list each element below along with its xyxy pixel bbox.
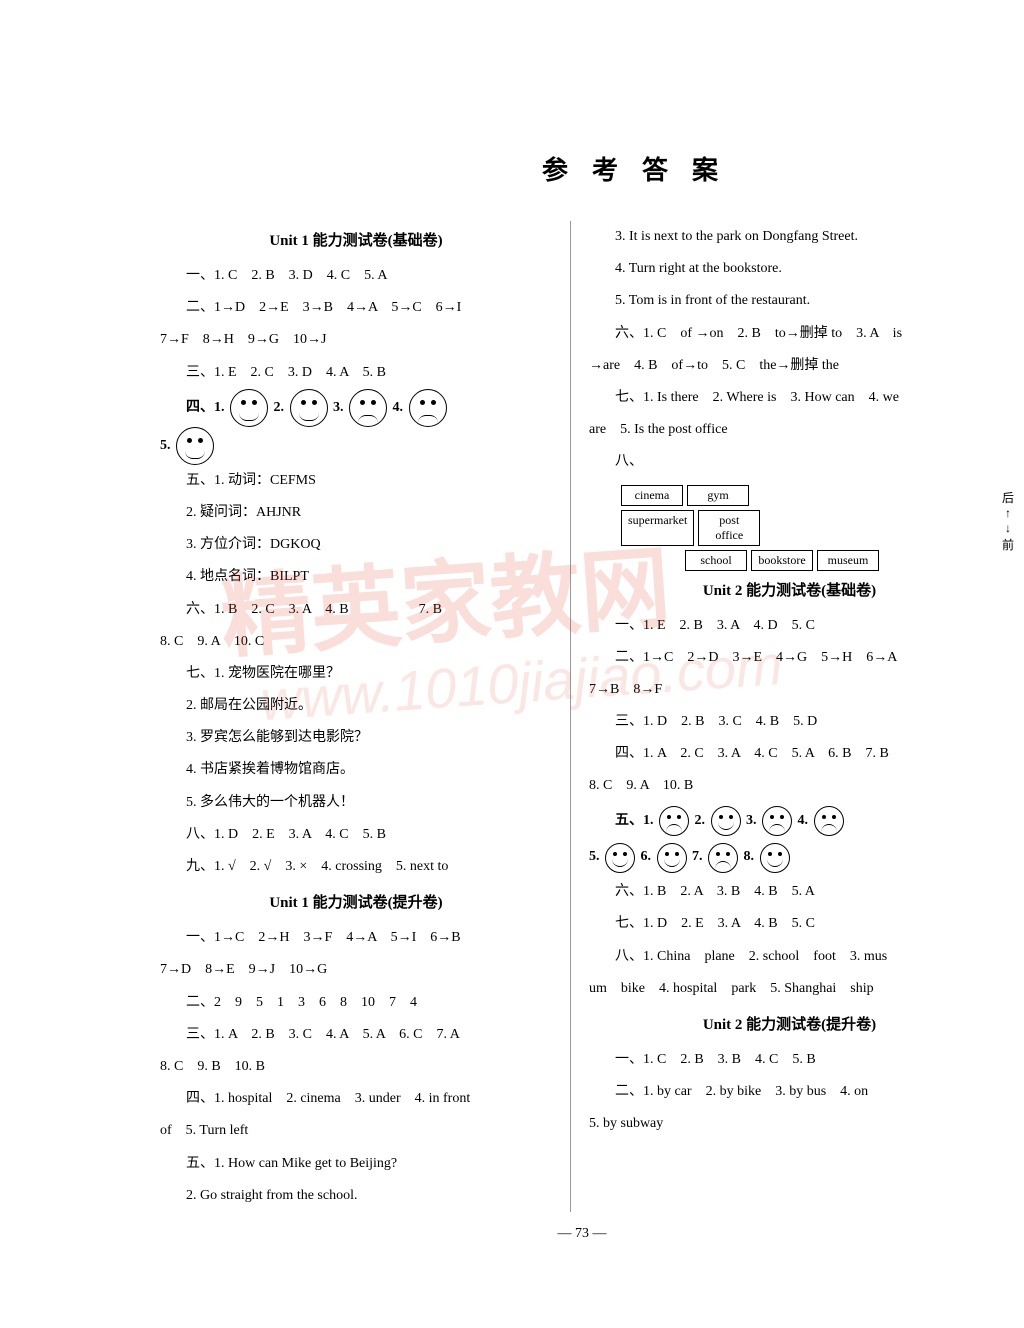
section-title: Unit 2 能力测试卷(基础卷) xyxy=(589,579,990,600)
answer-line: 七、1. D 2. E 3. A 4. B 5. C xyxy=(589,908,990,940)
answer-line: 六、1. B 2. A 3. B 4. B 5. A xyxy=(589,876,990,908)
map-cell: bookstore xyxy=(751,550,813,571)
map-cell: cinema xyxy=(621,485,683,506)
answer-line: are 5. Is the post office xyxy=(589,414,990,446)
answer-line: 二、1→C 2→D 3→E 4→G 5→H 6→A xyxy=(589,642,990,674)
answer-line: 4. 书店紧挨着博物馆商店。 xyxy=(160,754,552,786)
answer-line: 三、1. A 2. B 3. C 4. A 5. A 6. C 7. A xyxy=(160,1019,552,1051)
answer-line: 二、2 9 5 1 3 6 8 10 7 4 xyxy=(160,987,552,1019)
sad-icon xyxy=(762,806,792,836)
item-label: 4. xyxy=(393,400,404,415)
answer-line: 一、1. C 2. B 3. B 4. C 5. B xyxy=(589,1044,990,1076)
answer-line: 五、1. 动词：CEFMS xyxy=(160,465,552,497)
item-label: 2. xyxy=(274,400,285,415)
answer-line: 二、1. by car 2. by bike 3. by bus 4. on xyxy=(589,1076,990,1108)
answer-line: 一、1. C 2. B 3. D 4. C 5. A xyxy=(160,260,552,292)
label-back: 后 xyxy=(1002,491,1014,505)
map-cell: post office xyxy=(698,510,760,546)
answer-line: 2. Go straight from the school. xyxy=(160,1180,552,1212)
map-cell: school xyxy=(685,550,747,571)
map-cell: gym xyxy=(687,485,749,506)
answer-line: 八、1. D 2. E 3. A 4. C 5. B xyxy=(160,819,552,851)
face-row: 五、1. 2. 3. 4. xyxy=(589,803,990,840)
answer-line: 五、1. How can Mike get to Beijing? xyxy=(160,1148,552,1180)
answer-line: 5. 多么伟大的一个机器人！ xyxy=(160,787,552,819)
answer-line: um bike 4. hospital park 5. Shanghai shi… xyxy=(589,973,990,1005)
answer-line: 一、1→C 2→H 3→F 4→A 5→I 6→B xyxy=(160,922,552,954)
answer-line: 3. 罗宾怎么能够到达电影院？ xyxy=(160,722,552,754)
item-label: 5. xyxy=(160,438,171,453)
map-cell: museum xyxy=(817,550,879,571)
smile-icon xyxy=(230,389,268,427)
answer-line: 八、1. China plane 2. school foot 3. mus xyxy=(589,941,990,973)
answer-line: 八、 xyxy=(589,446,990,478)
smile-icon xyxy=(290,389,328,427)
answer-line: 5. by subway xyxy=(589,1108,990,1140)
page-title: 参考答案 xyxy=(280,150,1004,187)
sad-icon xyxy=(659,806,689,836)
item-label: 8. xyxy=(744,849,755,864)
answer-line: 8. C 9. A 10. C xyxy=(160,626,552,658)
page-number: — 73 — xyxy=(160,1226,1004,1242)
answer-line: 7→F 8→H 9→G 10→J xyxy=(160,324,552,356)
label-front: 前 xyxy=(1002,538,1014,552)
page-container: 精英家教网 www.1010jiajiao.com 参考答案 Unit 1 能力… xyxy=(0,0,1024,1262)
section-title: Unit 1 能力测试卷(基础卷) xyxy=(160,229,552,250)
answer-line: of 5. Turn left xyxy=(160,1115,552,1147)
answer-line: 三、1. E 2. C 3. D 4. A 5. B xyxy=(160,357,552,389)
smile-icon xyxy=(176,427,214,465)
answer-line: 5. Tom is in front of the restaurant. xyxy=(589,285,990,317)
item-label: 4. xyxy=(798,813,809,828)
answer-line: 六、1. C of →on 2. B to→删掉 to 3. A is xyxy=(589,318,990,350)
right-column: 3. It is next to the park on Dongfang St… xyxy=(570,221,990,1212)
sad-icon xyxy=(708,843,738,873)
answer-line: 8. C 9. A 10. B xyxy=(589,770,990,802)
answer-line: →are 4. B of→to 5. C the→删掉 the xyxy=(589,350,990,382)
answer-line: 2. 疑问词：AHJNR xyxy=(160,497,552,529)
answer-line: 七、1. Is there 2. Where is 3. How can 4. … xyxy=(589,382,990,414)
compass-arrow: 后↑↓ 前 xyxy=(1002,489,1014,553)
face-row: 5. xyxy=(160,427,552,465)
smile-icon xyxy=(657,843,687,873)
item-label: 5. xyxy=(589,849,600,864)
answer-line: 六、1. B 2. C 3. A 4. B 7. B xyxy=(160,594,552,626)
face-row: 5. 6. 7. 8. xyxy=(589,839,990,876)
item-label: 3. xyxy=(746,813,757,828)
map-cell: supermarket xyxy=(621,510,694,546)
answer-line: 九、1. √ 2. √ 3. × 4. crossing 5. next to xyxy=(160,851,552,883)
answer-line: 2. 邮局在公园附近。 xyxy=(160,690,552,722)
smile-icon xyxy=(760,843,790,873)
answer-line: 一、1. E 2. B 3. A 4. D 5. C xyxy=(589,610,990,642)
item-label: 五、1. xyxy=(615,813,654,828)
answer-line: 二、1→D 2→E 3→B 4→A 5→C 6→I xyxy=(160,292,552,324)
map-diagram: cinema gym supermarket post office schoo… xyxy=(621,485,990,571)
answer-line: 3. 方位介词：DGKOQ xyxy=(160,529,552,561)
answer-line: 3. It is next to the park on Dongfang St… xyxy=(589,221,990,253)
section-title: Unit 1 能力测试卷(提升卷) xyxy=(160,891,552,912)
answer-line: 七、1. 宠物医院在哪里？ xyxy=(160,658,552,690)
item-label: 6. xyxy=(641,849,652,864)
section-title: Unit 2 能力测试卷(提升卷) xyxy=(589,1013,990,1034)
sad-icon xyxy=(349,389,387,427)
answer-line: 四、1. hospital 2. cinema 3. under 4. in f… xyxy=(160,1083,552,1115)
item-label: 7. xyxy=(692,849,703,864)
smile-icon xyxy=(711,806,741,836)
content-columns: Unit 1 能力测试卷(基础卷) 一、1. C 2. B 3. D 4. C … xyxy=(160,221,1004,1212)
answer-line: 8. C 9. B 10. B xyxy=(160,1051,552,1083)
answer-line: 7→D 8→E 9→J 10→G xyxy=(160,954,552,986)
sad-icon xyxy=(814,806,844,836)
answer-line: 四、1. A 2. C 3. A 4. C 5. A 6. B 7. B xyxy=(589,738,990,770)
answer-line: 4. Turn right at the bookstore. xyxy=(589,253,990,285)
answer-line: 7→B 8→F xyxy=(589,674,990,706)
item-label: 3. xyxy=(333,400,344,415)
answer-line: 三、1. D 2. B 3. C 4. B 5. D xyxy=(589,706,990,738)
sad-icon xyxy=(409,389,447,427)
smile-icon xyxy=(605,843,635,873)
item-label: 四、1. xyxy=(186,400,225,415)
left-column: Unit 1 能力测试卷(基础卷) 一、1. C 2. B 3. D 4. C … xyxy=(160,221,570,1212)
item-label: 2. xyxy=(695,813,706,828)
face-row: 四、1. 2. 3. 4. xyxy=(160,389,552,427)
answer-line: 4. 地点名词：BILPT xyxy=(160,561,552,593)
